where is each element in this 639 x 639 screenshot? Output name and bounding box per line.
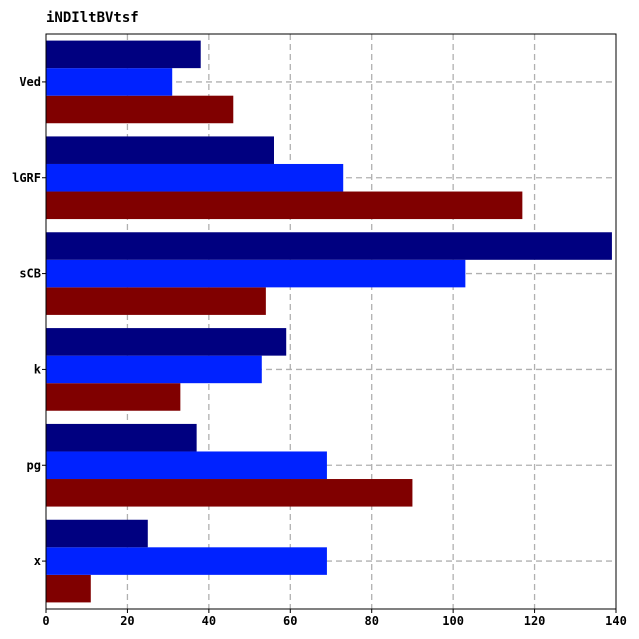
bar-lGRF-series-3 [46,136,274,164]
x-tick-label: 100 [442,614,464,628]
bar-Ved-series-3 [46,40,201,69]
y-tick-label: Ved [19,75,41,89]
y-tick-label: x [34,554,41,568]
x-tick-label: 80 [364,614,378,628]
bar-lGRF-series-1 [46,191,523,220]
y-tick-label: lGRF [12,171,41,185]
chart-title: iNDIltBVtsf [46,10,139,26]
bar-x-series-2 [46,547,327,575]
bar-Ved-series-2 [46,68,173,96]
bars [46,40,612,603]
bar-Ved-series-1 [46,95,234,124]
bar-k-series-3 [46,328,287,356]
y-axis: x pg k sCB lGRF Ved [12,75,46,568]
bar-k-series-2 [46,355,262,384]
x-axis: 0 20 40 60 80 100 120 140 [42,609,627,628]
y-tick-label: k [34,362,42,376]
bar-sCB-series-3 [46,232,612,260]
x-gridlines [126,34,536,609]
x-tick-label: 40 [202,614,216,628]
bar-sCB-series-2 [46,259,466,288]
bar-pg-series-3 [46,423,197,452]
bar-sCB-series-1 [46,287,266,315]
plot-frame [45,33,617,610]
bar-pg-series-2 [46,451,327,480]
bar-x-series-3 [46,519,148,548]
bar-pg-series-1 [46,479,413,507]
x-tick-label: 20 [120,614,134,628]
bar-x-series-1 [46,574,91,603]
x-tick-label: 0 [42,614,49,628]
x-tick-label: 120 [524,614,546,628]
x-tick-label: 60 [283,614,297,628]
x-tick-label: 140 [605,614,627,628]
y-tick-label: sCB [19,267,41,281]
bar-lGRF-series-2 [46,163,344,192]
y-tick-label: pg [27,458,41,472]
bar-k-series-1 [46,383,181,411]
